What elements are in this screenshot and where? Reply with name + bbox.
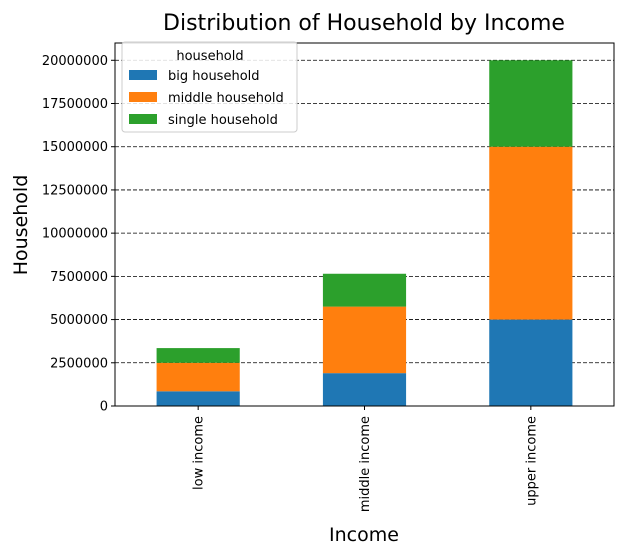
x-axis-title: Income (329, 524, 399, 546)
y-tick-label: 7500000 (50, 270, 108, 285)
legend-swatch (129, 70, 157, 80)
bar-middle-household-low-income (156, 362, 240, 392)
legend-swatch (129, 92, 157, 102)
legend-label: single household (168, 113, 278, 128)
bar-big-household-upper-income (489, 319, 573, 406)
bar-single-household-upper-income (489, 60, 573, 147)
bar-single-household-low-income (156, 348, 240, 363)
legend-label: middle household (168, 91, 284, 106)
legend-items: big household middle household single hous… (129, 69, 284, 128)
y-tick-label: 20000000 (42, 54, 108, 69)
legend-box (121, 41, 298, 133)
bar-big-household-middle-income (322, 373, 407, 406)
bar-single-household-middle-income (322, 273, 407, 307)
bar-middle-household-middle-income (322, 306, 407, 374)
legend-swatch (129, 114, 157, 124)
y-tick-label: 17500000 (42, 97, 108, 112)
y-tick-label: 10000000 (42, 227, 108, 242)
y-tick-label: 12500000 (42, 183, 108, 198)
y-axis-title: Household (10, 175, 32, 276)
y-tick-label: 2500000 (50, 356, 108, 371)
x-tick-label: low income (192, 416, 207, 490)
bar-middle-household-upper-income (489, 146, 573, 320)
legend: household big household middle household s… (121, 41, 298, 133)
bar-big-household-low-income (156, 391, 240, 406)
y-tick-label: 5000000 (50, 313, 108, 328)
legend-title: household (176, 49, 243, 64)
chart-title: Distribution of Household by Income (163, 11, 565, 36)
y-tick-label: 0 (100, 400, 108, 415)
x-axis-ticks: low income middle income upper income (192, 406, 539, 512)
x-tick-label: upper income (524, 416, 539, 506)
x-tick-label: middle income (358, 416, 373, 512)
y-axis-ticks: 0 2500000 5000000 7500000 10000000 12500000 15… (42, 54, 115, 415)
bars (156, 60, 573, 406)
y-tick-label: 15000000 (42, 140, 108, 155)
legend-label: big household (168, 69, 260, 84)
